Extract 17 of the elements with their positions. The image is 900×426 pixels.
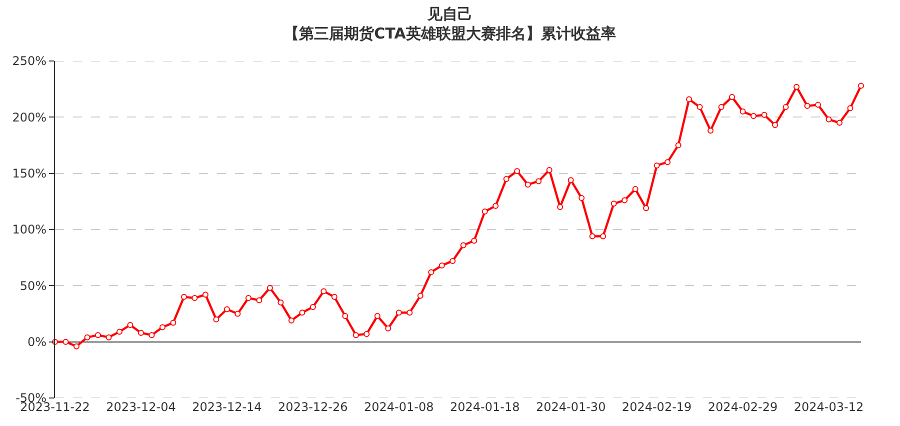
x-tick-label: 2024-01-18: [450, 400, 520, 414]
y-tick-label: 150%: [12, 166, 47, 181]
chart-title: 见自己: [426, 5, 472, 24]
chart-subtitle: 【第三届期货CTA英雄联盟大赛排名】累计收益率: [284, 24, 616, 43]
x-tick-label: 2023-12-26: [278, 400, 348, 414]
x-tick-label: 2023-12-04: [106, 400, 176, 414]
x-tick-label: 2024-02-29: [708, 400, 778, 414]
y-tick-label: 200%: [12, 110, 47, 124]
y-tick-label: 100%: [12, 222, 47, 237]
x-tick-label: 2024-02-19: [622, 400, 692, 414]
y-tick-label: 250%: [12, 54, 47, 68]
x-tick-label: 2024-01-30: [536, 400, 606, 414]
x-tick-label: 2023-12-14: [192, 400, 262, 414]
x-tick-label: 2024-01-08: [364, 400, 434, 414]
x-tick-label: 2024-03-12: [794, 400, 864, 414]
y-tick-label: 50%: [20, 278, 47, 293]
y-tick-label: 0%: [28, 335, 47, 350]
